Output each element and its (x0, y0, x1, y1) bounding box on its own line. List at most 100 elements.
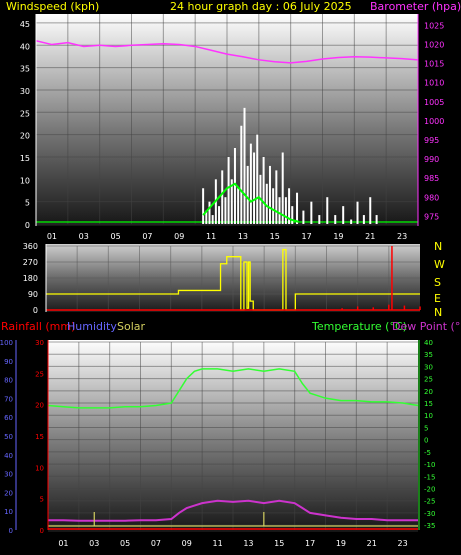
p1-xtick: 13 (238, 232, 248, 241)
barometer-label: Barometer (hpa) (370, 0, 461, 13)
p2-ytick: 90 (28, 290, 38, 299)
temp-tick: 30 (424, 363, 433, 371)
rain-tick: 15 (35, 433, 44, 441)
compass-labels: N W S E N (434, 240, 445, 319)
temp-tick: 35 (424, 351, 433, 359)
humidity-tick: 100 (0, 339, 13, 347)
p3-xtick: 19 (336, 539, 346, 548)
p3-xtick: 23 (397, 539, 407, 548)
p3-xtick: 03 (89, 539, 99, 548)
temp-tick: 15 (424, 400, 433, 408)
p3-xtick: 01 (58, 539, 68, 548)
humidity-tick: 30 (4, 471, 13, 479)
humidity-tick: 80 (4, 377, 13, 385)
p1-yright-tick: 1000 (424, 117, 444, 126)
windspeed-label: Windspeed (kph) (6, 0, 99, 13)
p1-yleft-tick: 5 (25, 199, 30, 208)
p1-yright-tick: 1020 (424, 41, 444, 50)
p1-xtick: 23 (397, 232, 407, 241)
rain-tick: 25 (35, 370, 44, 378)
p1-yright-tick: 975 (424, 212, 439, 221)
rain-tick: 5 (40, 496, 44, 504)
humidity-tick: 60 (4, 414, 13, 422)
chart-title: 24 hour graph day : 06 July 2025 (170, 0, 352, 13)
p1-yright-tick: 1025 (424, 21, 444, 30)
p1-xtick: 17 (301, 232, 311, 241)
p3-xtick: 05 (120, 539, 130, 548)
p3-xtick: 09 (182, 539, 192, 548)
p1-yleft-tick: 0 (25, 221, 30, 230)
p3-xtick: 13 (243, 539, 253, 548)
rainfall-label: Rainfall (mm) (1, 320, 75, 333)
p1-xtick: 09 (174, 232, 184, 241)
p2-ytick: 180 (23, 274, 38, 283)
humidity-tick: 0 (9, 527, 13, 535)
compass-s: S (434, 276, 441, 289)
p1-yright-tick: 980 (424, 193, 439, 202)
wind-direction-panel: 0 90 180 270 360 (23, 242, 421, 315)
humidity-tick: 50 (4, 433, 13, 441)
p1-yleft-tick: 30 (20, 87, 30, 96)
temp-tick: 40 (424, 339, 433, 347)
compass-n-top: N (434, 240, 442, 253)
compass-w: W (434, 258, 445, 271)
p1-xtick: 05 (110, 232, 120, 241)
p2-ytick: 270 (23, 258, 38, 267)
temp-tick: -5 (424, 449, 431, 457)
p1-yleft-tick: 15 (20, 154, 30, 163)
temp-tick: 25 (424, 376, 433, 384)
humidity-label: Humidity (67, 320, 117, 333)
temp-tick: 0 (424, 437, 428, 445)
p1-yright-tick: 1010 (424, 79, 444, 88)
p1-xtick: 19 (333, 232, 343, 241)
rain-tick: 30 (35, 339, 44, 347)
rain-tick: 20 (35, 402, 44, 410)
humidity-tick: 40 (4, 452, 13, 460)
p1-yright-tick: 1005 (424, 98, 444, 107)
temp-tick: -30 (424, 510, 435, 518)
p2-ytick: 360 (23, 242, 38, 251)
p3-xtick: 21 (367, 539, 377, 548)
p1-xtick: 15 (270, 232, 280, 241)
dewpoint-line (48, 499, 418, 522)
temp-tick: -25 (424, 498, 435, 506)
temp-tick: 20 (424, 388, 433, 396)
wind-average-line (202, 182, 299, 223)
p1-yleft-tick: 40 (20, 42, 30, 51)
solar-label: Solar (117, 320, 146, 333)
p1-yleft-tick: 10 (20, 176, 30, 185)
humidity-tick: 20 (4, 489, 13, 497)
temperature-line (47, 368, 419, 409)
p1-yright-tick: 990 (424, 155, 439, 164)
p1-xtick: 03 (79, 232, 89, 241)
p1-yright-tick: 995 (424, 136, 439, 145)
temp-tick: -35 (424, 522, 435, 530)
p1-xtick: 01 (47, 232, 57, 241)
wind-direction-line (46, 248, 420, 311)
temperature-label: Temperature (°C) (311, 320, 407, 333)
p3-xtick: 17 (305, 539, 315, 548)
p1-yright-tick: 1015 (424, 60, 444, 69)
p1-xtick: 11 (206, 232, 216, 241)
rain-tick: 0 (40, 527, 44, 535)
compass-e: E (434, 292, 441, 305)
p1-yright-tick: 985 (424, 174, 439, 183)
p3-xtick: 11 (212, 539, 222, 548)
temp-tick: 10 (424, 412, 433, 420)
p1-yleft-tick: 45 (20, 20, 30, 29)
temp-tick: -15 (424, 473, 435, 481)
humidity-tick: 90 (4, 358, 13, 366)
temp-tick: 5 (424, 424, 428, 432)
p1-yleft-tick: 35 (20, 65, 30, 74)
p1-xtick: 21 (365, 232, 375, 241)
humidity-tick: 10 (4, 508, 13, 516)
dewpoint-label: Dew Point (°C) (392, 320, 461, 333)
p1-yleft-tick: 25 (20, 109, 30, 118)
p1-xtick: 07 (142, 232, 152, 241)
p3-xtick: 15 (274, 539, 284, 548)
humidity-tick: 70 (4, 395, 13, 403)
p2-ytick: 0 (33, 306, 38, 315)
